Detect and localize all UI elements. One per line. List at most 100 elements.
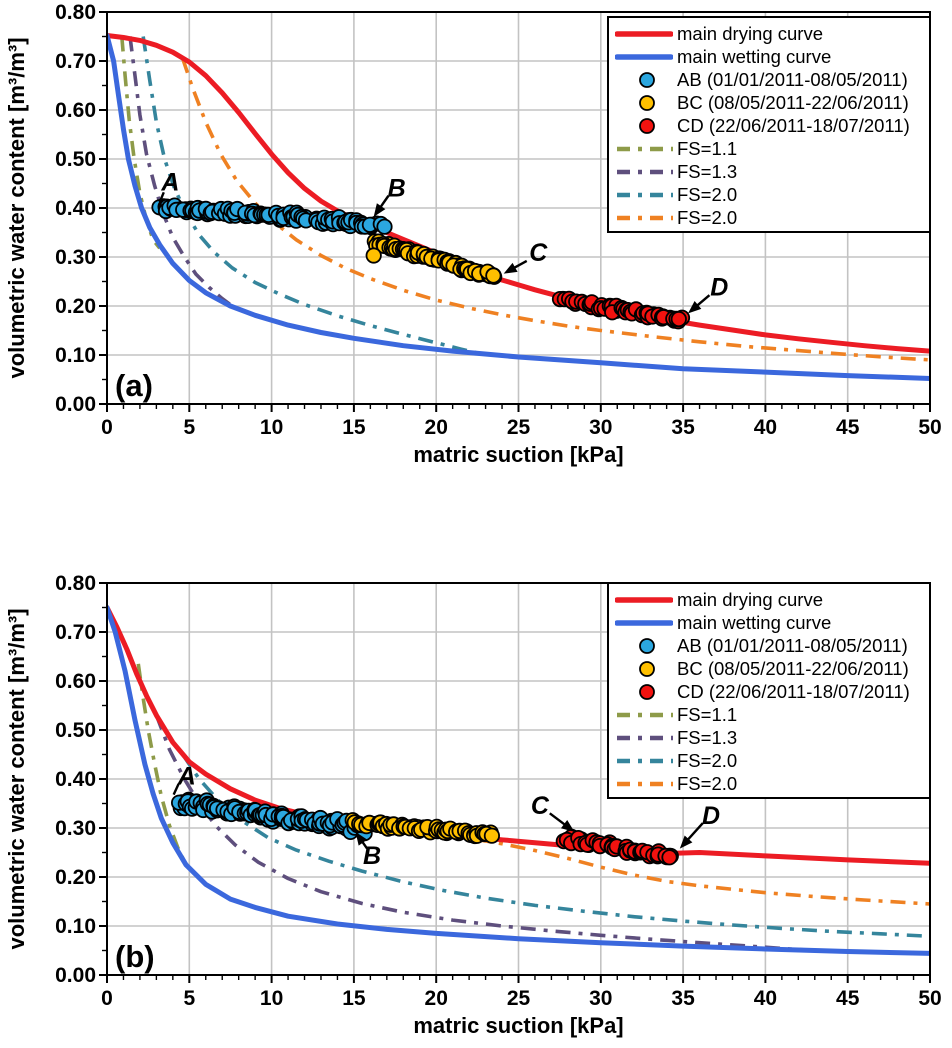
annotation-c: C (503, 239, 548, 274)
legend-item: FS=1.1 (615, 703, 929, 726)
x-tick-label: 25 (507, 416, 531, 439)
cluster-bc (344, 812, 598, 850)
legend-item: main drying curve (615, 23, 929, 46)
annotations: A B C D (158, 169, 728, 314)
legend-item: FS=1.1 (615, 137, 929, 160)
legend-swatch-wetting-line-icon (615, 47, 677, 67)
legend-item: FS=1.3 (615, 726, 929, 749)
curve-fs-1.5 (141, 36, 487, 357)
legend-swatch-bc-marker-icon (615, 93, 677, 113)
y-tick-label: 0.00 (55, 393, 96, 416)
legend-swatch-cd-marker-icon (615, 682, 677, 702)
legend-item-label: FS=2.0 (677, 749, 738, 771)
annotation-c: C (531, 792, 575, 832)
legend-swatch-cd-marker-icon (615, 116, 677, 136)
x-tick-label: 20 (425, 416, 448, 439)
data-point (365, 247, 382, 264)
legend-item: main wetting curve (615, 46, 929, 69)
legend-swatch-fs15-line-icon (615, 185, 677, 205)
annotation-label: C (529, 239, 548, 267)
x-tick-label: 40 (754, 987, 777, 1010)
legend-item: main drying curve (615, 589, 929, 612)
y-tick-label: 0.10 (55, 915, 96, 938)
legend-item-label: main wetting curve (677, 46, 832, 68)
legend-swatch-drying-line-icon (615, 24, 677, 44)
x-tick-label: 35 (671, 987, 695, 1010)
legend-item-label: FS=1.1 (677, 137, 738, 159)
x-tick-label: 5 (183, 987, 195, 1010)
legend-item-label: FS=2.0 (677, 206, 738, 228)
cluster-cd (555, 828, 679, 866)
y-tick-label: 0.30 (55, 246, 96, 269)
x-tick-label: 20 (425, 987, 448, 1010)
annotation-a: A (158, 169, 179, 203)
y-tick-label: 0.80 (55, 572, 96, 595)
x-tick-label: 5 (183, 416, 195, 439)
cluster-cd (551, 290, 691, 330)
x-tick-label: 0 (101, 416, 113, 439)
legend-item-label: FS=1.3 (677, 160, 738, 182)
legend-item-label: CD (22/06/2011-18/07/2011) (677, 115, 910, 136)
y-tick-label: 0.70 (55, 50, 96, 73)
annotation-label: C (531, 792, 550, 820)
y-tick-label: 0.60 (55, 670, 96, 693)
legend-swatch-fs11-line-icon (615, 705, 677, 725)
annotation-d: D (679, 802, 720, 849)
annotation-label: A (177, 763, 196, 791)
data-point (483, 827, 500, 844)
legend-item: FS=2.0 (615, 183, 929, 206)
legend-item-label: AB (01/01/2011-08/05/2011) (677, 635, 908, 657)
x-tick-label: 10 (260, 416, 283, 439)
y-tick-label: 0.00 (55, 964, 96, 987)
legend-item: BC (08/05/2011-22/06/2011) (615, 658, 929, 681)
x-tick-label: 40 (754, 416, 777, 439)
legend-item: FS=2.0 (615, 749, 929, 772)
panel-tag: (b) (115, 939, 155, 974)
annotation-label: D (710, 273, 728, 301)
legend-swatch-drying-line-icon (615, 590, 677, 610)
legend-swatch-wetting-line-icon (615, 613, 677, 633)
legend-item-label: FS=1.3 (677, 726, 738, 748)
x-tick-label: 15 (342, 987, 366, 1010)
data-point (485, 267, 502, 284)
y-tick-label: 0.70 (55, 621, 96, 644)
legend-item-label: BC (08/05/2011-22/06/2011) (677, 92, 909, 114)
legend-item: FS=1.3 (615, 160, 929, 183)
x-tick-label: 25 (507, 987, 531, 1010)
x-tick-label: 50 (918, 416, 941, 439)
legend-item: CD (22/06/2011-18/07/2011) (615, 115, 929, 138)
x-tick-label: 0 (101, 987, 113, 1010)
legend-item-label: BC (08/05/2011-22/06/2011) (677, 658, 909, 680)
data-point (670, 310, 687, 328)
annotations: A B C D (172, 763, 720, 870)
x-axis-title: matric suction [kPa] (413, 442, 623, 467)
x-tick-label: 45 (836, 987, 860, 1010)
curve-main-wetting-curve (107, 605, 930, 956)
cluster-bc (365, 233, 503, 285)
annotation-b: B (373, 174, 406, 217)
annotation-label: A (160, 169, 179, 197)
cluster-ab (171, 791, 373, 842)
legend-item: FS=2.0 (615, 772, 929, 795)
axes: 0 5 10 15 20 25 30 35 40 45 50 0.00 0.10 0.20 0.30 0.40… (55, 572, 942, 1010)
y-tick-label: 0.30 (55, 817, 96, 840)
annotation-label: D (702, 802, 720, 830)
x-tick-label: 50 (918, 987, 941, 1010)
legend-item-label: main drying curve (677, 589, 824, 611)
y-tick-label: 0.10 (55, 344, 96, 367)
legend-item-label: main wetting curve (677, 612, 832, 634)
scatter-series (171, 791, 679, 866)
legend-item-label: FS=1.1 (677, 703, 738, 725)
x-tick-label: 30 (589, 987, 612, 1010)
panel-b-chart: A B C D 0 5 10 15 20 25 30 35 40 45 50 0.00 0.10 0.20 0.30… (4, 572, 942, 1038)
curve-main-wetting-curve (107, 33, 930, 381)
scatter-series (151, 197, 691, 330)
legend-item: FS=2.0 (615, 206, 929, 229)
x-tick-label: 10 (260, 987, 283, 1010)
legend-item-label: CD (22/06/2011-18/07/2011) (677, 681, 910, 702)
panel-tag: (a) (115, 368, 153, 403)
legend-item-label: main drying curve (677, 23, 824, 45)
data-point (376, 218, 393, 235)
legend-swatch-fs20-line-icon (615, 208, 677, 228)
